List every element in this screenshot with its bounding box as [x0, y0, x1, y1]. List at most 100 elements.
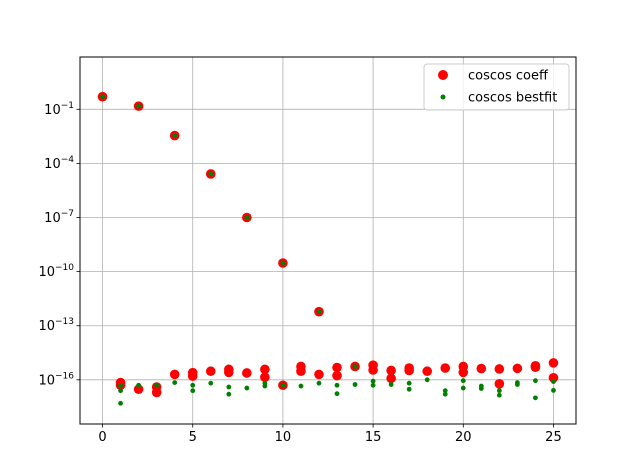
y-tick-label: 10−4: [44, 155, 74, 172]
bestfit-point: [226, 384, 232, 390]
bestfit-point: [226, 391, 232, 397]
bestfit-point: [370, 378, 376, 384]
coeff-point: [494, 379, 505, 389]
bestfit-point: [118, 382, 123, 388]
x-tick-label: 10: [275, 430, 292, 445]
bestfit-point: [352, 364, 358, 369]
bestfit-point: [442, 388, 448, 394]
coeff-point: [494, 364, 505, 374]
bestfit-point: [280, 382, 286, 388]
y-tick-label: 10−10: [38, 263, 74, 280]
coeff-point: [404, 365, 414, 376]
coeff-point: [115, 377, 126, 388]
coeff-point: [548, 372, 559, 383]
bestfit-point: [460, 378, 466, 384]
bestfit-point: [551, 387, 556, 393]
coeff-point: [296, 366, 306, 377]
bestfit-point: [172, 133, 178, 138]
coeff-point: [169, 369, 180, 380]
y-tick-label-base: 10: [38, 373, 55, 388]
y-tick-label-exponent: −4: [61, 155, 75, 165]
legend-box: [423, 63, 570, 111]
coeff-point: [386, 365, 396, 376]
bestfit-point: [172, 380, 178, 386]
bestfit-point: [533, 395, 538, 401]
coeff-point: [386, 373, 396, 384]
bestfit-point: [262, 383, 268, 389]
y-tick-label-base: 10: [38, 265, 55, 280]
bestfit-point: [316, 309, 322, 315]
bestfit-point: [244, 385, 250, 391]
plot-frame: [79, 56, 577, 425]
coeff-point: [548, 358, 559, 368]
coeff-point: [440, 363, 451, 373]
bestfit-point: [298, 383, 304, 389]
bestfit-point: [190, 388, 196, 394]
bestfit-point: [370, 382, 376, 388]
bestfit-point: [118, 400, 123, 406]
coeff-point: [476, 363, 487, 374]
coeff-point: [332, 370, 342, 381]
legend: coscos coeff coscos bestfit: [423, 63, 570, 111]
coeff-point: [187, 371, 198, 381]
y-tick-label-exponent: −1: [61, 101, 74, 111]
bestfit-point: [388, 382, 394, 387]
bestfit-point: [100, 94, 105, 100]
bestfit-point: [514, 382, 520, 387]
coeff-point: [458, 367, 469, 378]
coeff-point: [151, 387, 162, 398]
bestfit-point: [460, 385, 466, 391]
bestfit-point: [496, 388, 502, 394]
bestfit-point: [424, 377, 430, 383]
coeff-point: [260, 372, 270, 382]
x-tick-label: 15: [365, 430, 382, 445]
bestfit-point: [136, 382, 142, 388]
grid-lines: [80, 57, 576, 424]
bestfit-point: [406, 386, 412, 392]
x-tick-label: 5: [189, 430, 197, 445]
x-tick-label: 0: [98, 430, 106, 445]
x-axis: 0 5 10 15 20 25: [98, 424, 562, 445]
y-tick-label-exponent: −16: [55, 371, 74, 381]
y-tick-label-base: 10: [44, 211, 61, 226]
legend-label-coscos-bestfit: coscos bestfit: [468, 91, 557, 106]
bestfit-point: [316, 380, 322, 386]
bestfit-point: [334, 391, 340, 397]
y-tick-label-exponent: −10: [55, 263, 74, 273]
x-tick-label: 25: [545, 430, 562, 445]
bestfit-point: [406, 380, 412, 386]
coeff-point: [368, 365, 378, 375]
y-tick-label-exponent: −13: [55, 317, 74, 327]
legend-label-coscos-coeff: coscos coeff: [468, 69, 549, 84]
y-tick-label: 10−13: [38, 317, 74, 334]
bestfit-point: [533, 378, 538, 384]
legend-marker-coscos-bestfit: [440, 94, 446, 100]
plot-points: [97, 91, 559, 406]
bestfit-point: [244, 215, 250, 220]
coeff-point: [512, 363, 523, 374]
bestfit-point: [208, 171, 214, 177]
y-tick-label: 10−7: [44, 209, 74, 226]
bestfit-point: [280, 260, 286, 266]
bestfit-point: [478, 386, 484, 391]
bestfit-point: [442, 391, 448, 397]
coeff-point: [332, 362, 342, 373]
y-tick-label-base: 10: [44, 103, 61, 118]
y-tick-label-base: 10: [44, 157, 61, 172]
coeff-point: [242, 368, 252, 378]
x-tick-label: 20: [455, 430, 472, 445]
bestfit-point: [334, 382, 340, 388]
bestfit-point: [352, 382, 358, 387]
y-tick-label-exponent: −7: [61, 209, 74, 219]
bestfit-point: [118, 388, 123, 394]
bestfit-point: [154, 382, 160, 388]
coeff-point: [260, 364, 270, 375]
bestfit-point: [496, 392, 502, 398]
bestfit-point: [208, 380, 214, 386]
coeff-point: [205, 366, 216, 377]
bestfit-point: [190, 382, 196, 388]
coeff-point: [422, 366, 433, 377]
bestfit-point: [551, 379, 556, 384]
